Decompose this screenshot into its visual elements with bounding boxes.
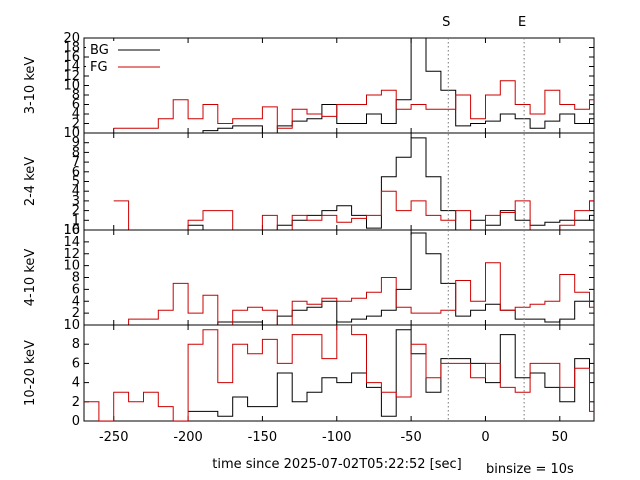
y-tick-label: 16: [63, 223, 80, 238]
panel-frame: [83, 229, 595, 326]
y-tick-label: 10: [63, 318, 80, 333]
series-fg-line: [84, 325, 594, 421]
y-tick-label: 18: [63, 41, 80, 56]
y-tick-label: 4: [72, 184, 80, 199]
x-tick-label: 50: [552, 430, 569, 445]
y-axis-label: 2-4 keV: [23, 157, 38, 206]
y-tick-label: 12: [63, 69, 80, 84]
series-bg-line: [188, 38, 594, 133]
y-tick-label: 8: [72, 145, 80, 160]
series-fg-line: [113, 262, 594, 325]
y-tick-label: 3: [72, 194, 80, 209]
y-tick-label: 0: [72, 414, 80, 429]
x-tick-label: -100: [322, 430, 352, 445]
x-tick-label: -50: [400, 430, 421, 445]
x-tick-label: 0: [481, 430, 489, 445]
y-tick-label: 10: [63, 223, 80, 238]
y-tick-label: 6: [72, 165, 80, 180]
marker-s-label: S: [442, 15, 450, 30]
y-tick-label: 1: [72, 213, 80, 228]
legend-label-bg: BG: [90, 43, 109, 58]
y-tick-label: 14: [63, 60, 80, 75]
y-axis-label: 3-10 keV: [23, 57, 38, 115]
x-tick-label: -250: [99, 430, 129, 445]
series-bg-line: [188, 137, 594, 230]
y-tick-label: 4: [72, 107, 80, 122]
y-tick-label: 20: [63, 31, 80, 46]
series-fg-line: [113, 190, 594, 230]
marker-e-label: E: [518, 15, 526, 30]
y-tick-label: 6: [72, 356, 80, 371]
y-tick-label: 2: [72, 395, 80, 410]
x-tick-label: -150: [248, 430, 278, 445]
y-tick-label: 8: [72, 337, 80, 352]
y-tick-label: 5: [72, 175, 80, 190]
y-tick-label: 9: [72, 136, 80, 151]
legend-bg: [86, 41, 164, 56]
y-tick-label: 8: [72, 271, 80, 286]
y-tick-label: 2: [72, 204, 80, 219]
series-bg-line: [188, 329, 594, 417]
y-tick-label: 16: [63, 50, 80, 65]
y-axis-label: 4-10 keV: [23, 249, 38, 307]
legend-bg: [86, 58, 164, 73]
x-axis-label: time since 2025-07-02T05:22:52 [sec]: [212, 457, 461, 472]
y-tick-label: 4: [72, 376, 80, 391]
y-tick-label: 4: [72, 294, 80, 309]
binsize-label: binsize = 10s: [486, 462, 574, 477]
y-tick-label: 10: [63, 79, 80, 94]
y-tick-label: 7: [72, 155, 80, 170]
y-tick-label: 10: [63, 259, 80, 274]
panel-4: 0 2 4 6 8 -250 -200 -150 -100 -50 0 50 10-20 keV: [23, 324, 595, 445]
y-tick-label: 6: [72, 98, 80, 113]
y-tick-label: 2: [72, 117, 80, 132]
legend: BG FG: [86, 41, 164, 75]
y-tick-label: 10: [63, 126, 80, 141]
y-axis-label: 10-20 keV: [23, 340, 38, 406]
panel-frame: [83, 132, 595, 231]
x-tick-label: -200: [173, 430, 203, 445]
legend-label-fg: FG: [90, 60, 108, 75]
series-fg-line: [113, 80, 594, 129]
y-tick-label: 8: [72, 88, 80, 103]
y-tick-label: 6: [72, 282, 80, 297]
y-tick-label: 2: [72, 306, 80, 321]
y-tick-label: 14: [63, 235, 80, 250]
y-tick-label: 12: [63, 247, 80, 262]
